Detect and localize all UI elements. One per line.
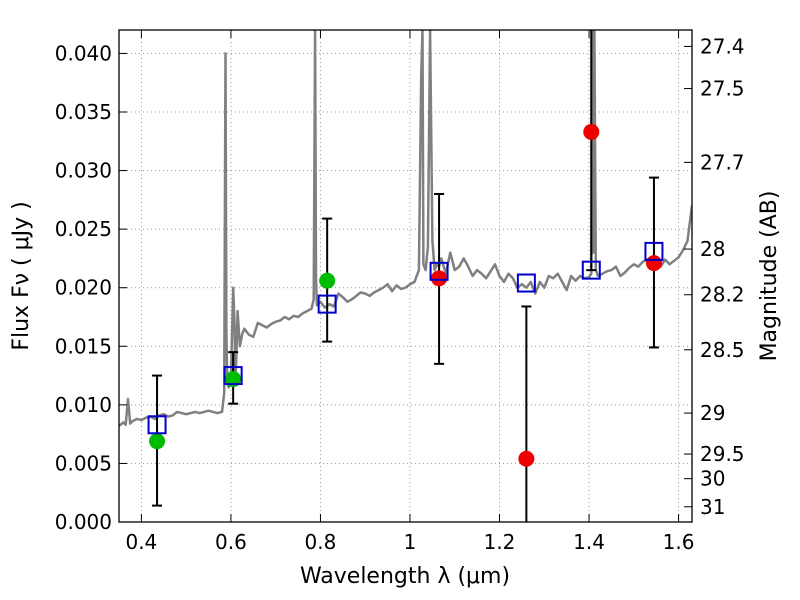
right-tick-label: 30 xyxy=(700,467,725,491)
right-tick-label: 27.5 xyxy=(700,77,745,101)
y-tick-label: 0.025 xyxy=(55,217,112,241)
right-tick-label: 29 xyxy=(700,401,725,425)
red-data-point xyxy=(645,255,662,272)
green-data-point xyxy=(319,272,336,289)
green-data-point xyxy=(149,433,166,450)
x-tick-label: 1 xyxy=(404,530,417,554)
y-tick-label: 0.015 xyxy=(55,334,112,358)
spectrum-layer xyxy=(119,30,692,427)
x-axis-label: Wavelength λ (μm) xyxy=(300,564,510,589)
x-tick-label: 0.6 xyxy=(215,530,247,554)
model-square-marker xyxy=(223,366,243,386)
ticks: 0.4 0.6 0.8 1 1.2 1.4 1.6 0.000 0.005 0.010 0.015 0… xyxy=(55,30,745,554)
plot-frame xyxy=(118,29,693,523)
model-square-marker xyxy=(317,294,337,314)
right-tick-label: 28.2 xyxy=(700,283,745,307)
y-tick-label: 0.010 xyxy=(55,393,112,417)
model-square-marker xyxy=(147,415,167,435)
x-tick-label: 0.4 xyxy=(125,530,157,554)
y-tick-label: 0.005 xyxy=(55,451,112,475)
y-tick-label: 0.000 xyxy=(55,510,112,534)
y-tick-label: 0.035 xyxy=(55,100,112,124)
model-square-marker xyxy=(581,260,601,280)
y-tick-label: 0.040 xyxy=(55,41,112,65)
right-axis-label: Magnitude (AB) xyxy=(757,191,782,362)
axes-box xyxy=(118,29,693,523)
x-tick-label: 1.2 xyxy=(484,530,516,554)
y-tick-label: 0.020 xyxy=(55,276,112,300)
model-square-marker xyxy=(644,241,664,261)
right-tick-label: 27.4 xyxy=(700,34,745,58)
model-square-marker xyxy=(516,273,536,293)
y-axis-label: Flux Fν ( μJy ) xyxy=(9,201,34,350)
red-data-point xyxy=(431,270,448,287)
x-tick-label: 0.8 xyxy=(305,530,337,554)
marker-layer xyxy=(147,123,664,467)
right-tick-label: 27.7 xyxy=(700,150,745,174)
spectrum-line xyxy=(119,30,692,427)
y-tick-label: 0.030 xyxy=(55,159,112,183)
x-tick-label: 1.6 xyxy=(663,530,695,554)
right-tick-label: 28 xyxy=(700,237,725,261)
model-square-marker xyxy=(429,261,449,281)
right-tick-label: 31 xyxy=(700,495,725,519)
red-data-point xyxy=(518,450,535,467)
grid xyxy=(119,30,692,522)
x-tick-label: 1.4 xyxy=(573,530,605,554)
right-tick-label: 28.5 xyxy=(700,338,745,362)
red-data-point xyxy=(583,123,600,140)
right-tick-label: 29.5 xyxy=(700,442,745,466)
